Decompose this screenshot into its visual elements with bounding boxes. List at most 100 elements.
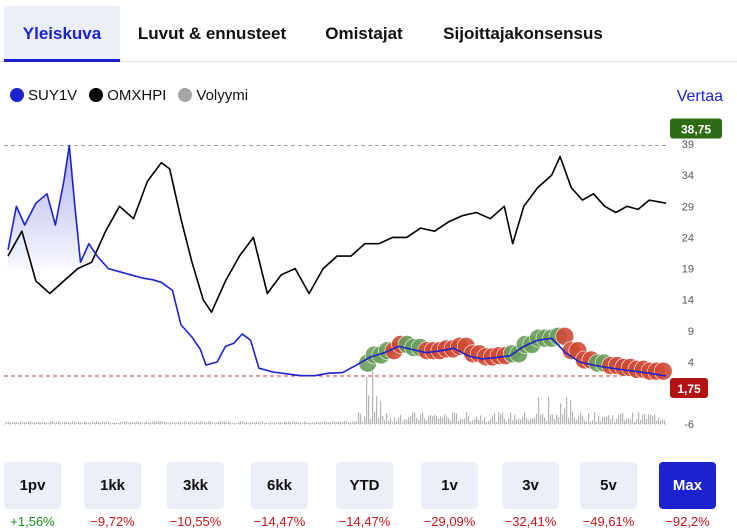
timeframe-change-1v: −29,09% [423, 514, 476, 529]
volume-bar [272, 422, 274, 424]
timeframe-change-3v: −32,41% [504, 514, 557, 529]
volume-bar [578, 415, 580, 424]
volume-bar [382, 416, 384, 424]
volume-bar [404, 419, 406, 424]
volume-bar [346, 421, 348, 424]
volume-bar [386, 413, 388, 424]
timeframe-button-1kk[interactable]: 1kk [84, 462, 141, 509]
volume-bar [550, 414, 552, 424]
volume-bar [650, 414, 652, 424]
volume-bar [618, 414, 620, 424]
volume-bar [506, 421, 508, 424]
timeframe-button-3kk[interactable]: 3kk [167, 462, 224, 509]
volume-bar [230, 422, 232, 424]
compare-button[interactable]: Vertaa [676, 88, 723, 105]
volume-bar [360, 413, 362, 424]
timeframe-change-max: −92,2% [665, 514, 710, 529]
timeframe-change-3kk: −10,55% [169, 514, 222, 529]
volume-bar [174, 422, 176, 424]
volume-bar [408, 417, 410, 424]
volume-bar [74, 422, 76, 424]
timeframe-button-3v[interactable]: 3v [502, 462, 559, 509]
volume-bar [86, 422, 88, 424]
timeframe-button-max[interactable]: Max [659, 462, 716, 509]
volume-bar [636, 418, 638, 424]
volume-bar [362, 421, 364, 424]
timeframe-button-1pv[interactable]: 1pv [4, 462, 61, 509]
volume-bar [522, 416, 524, 424]
volume-bar [238, 421, 240, 424]
volume-bar [222, 421, 224, 424]
tab-owners[interactable]: Omistajat [325, 24, 403, 43]
volume-bar [88, 422, 90, 424]
volume-bar [334, 421, 336, 424]
volume-bar [394, 417, 396, 424]
timeframe-button-1v[interactable]: 1v [421, 462, 478, 509]
volume-bar [194, 422, 196, 424]
x-tick-label: 2012 [273, 443, 300, 445]
volume-bar [444, 414, 446, 424]
volume-bar [196, 421, 198, 424]
omxhpi-line [7, 155, 667, 314]
legend-item-volume[interactable]: Volyymi [178, 87, 248, 104]
y-tick-label: 34 [682, 170, 694, 182]
y-tick-label: 19 [682, 264, 694, 276]
volume-bar [558, 417, 560, 424]
volume-bar [648, 414, 650, 424]
tab-bar: Yleiskuva Luvut & ennusteet Omistajat Si… [0, 0, 737, 62]
volume-bar [292, 421, 294, 424]
volume-bar [348, 422, 350, 424]
tab-overview[interactable]: Yleiskuva [4, 6, 120, 62]
volume-bar [640, 419, 642, 424]
volume-bar [552, 414, 554, 424]
signal-markers [358, 327, 673, 381]
volume-bar [244, 422, 246, 424]
volume-bar [150, 422, 152, 424]
volume-bar [352, 421, 354, 424]
suy1v-area [8, 145, 109, 269]
volume-bar [22, 421, 24, 424]
volume-bar [538, 397, 540, 424]
volume-bar [290, 422, 292, 424]
volume-bar [536, 413, 538, 424]
volume-bar [562, 414, 564, 424]
volume-bar [252, 422, 254, 424]
legend-label-suy1v: SUY1V [28, 86, 78, 104]
legend-item-suy1v[interactable]: SUY1V [10, 87, 77, 104]
volume-bar [284, 421, 286, 424]
volume-bar [210, 421, 212, 424]
volume-bar [630, 419, 632, 424]
volume-bar [448, 418, 450, 424]
volume-bar [434, 414, 436, 424]
tab-investor-consensus[interactable]: Sijoittajakonsensus [443, 24, 603, 43]
volume-bar [206, 422, 208, 424]
volume-bar [112, 422, 114, 424]
volume-bar [66, 421, 68, 424]
max-value-badge [670, 118, 722, 139]
volume-bar [308, 422, 310, 424]
volume-bar [198, 422, 200, 424]
volume-bar [118, 422, 120, 424]
volume-bar [158, 421, 160, 424]
volume-bar [232, 422, 234, 424]
volume-bar [148, 422, 150, 424]
volume-bar [36, 422, 38, 424]
volume-bar [428, 415, 430, 424]
volume-bar [200, 421, 202, 424]
volume-bar [534, 417, 536, 424]
sell-signal-marker [653, 361, 673, 381]
timeframe-button-6kk[interactable]: 6kk [251, 462, 308, 509]
volume-bar [590, 421, 592, 424]
legend-item-omxhpi[interactable]: OMXHPI [89, 87, 166, 104]
timeframe-button-5v[interactable]: 5v [580, 462, 637, 509]
timeframe-button-ytd[interactable]: YTD [336, 462, 393, 509]
volume-bar [446, 416, 448, 424]
tab-figures-forecasts[interactable]: Luvut & ennusteet [137, 24, 287, 43]
volume-bar [638, 412, 640, 424]
volume-bar [274, 422, 276, 424]
volume-bar [366, 376, 368, 424]
volume-bar [660, 420, 662, 424]
volume-bar [482, 421, 484, 424]
volume-bar [48, 422, 50, 424]
timeframe-change-6kk: −14,47% [253, 514, 306, 529]
